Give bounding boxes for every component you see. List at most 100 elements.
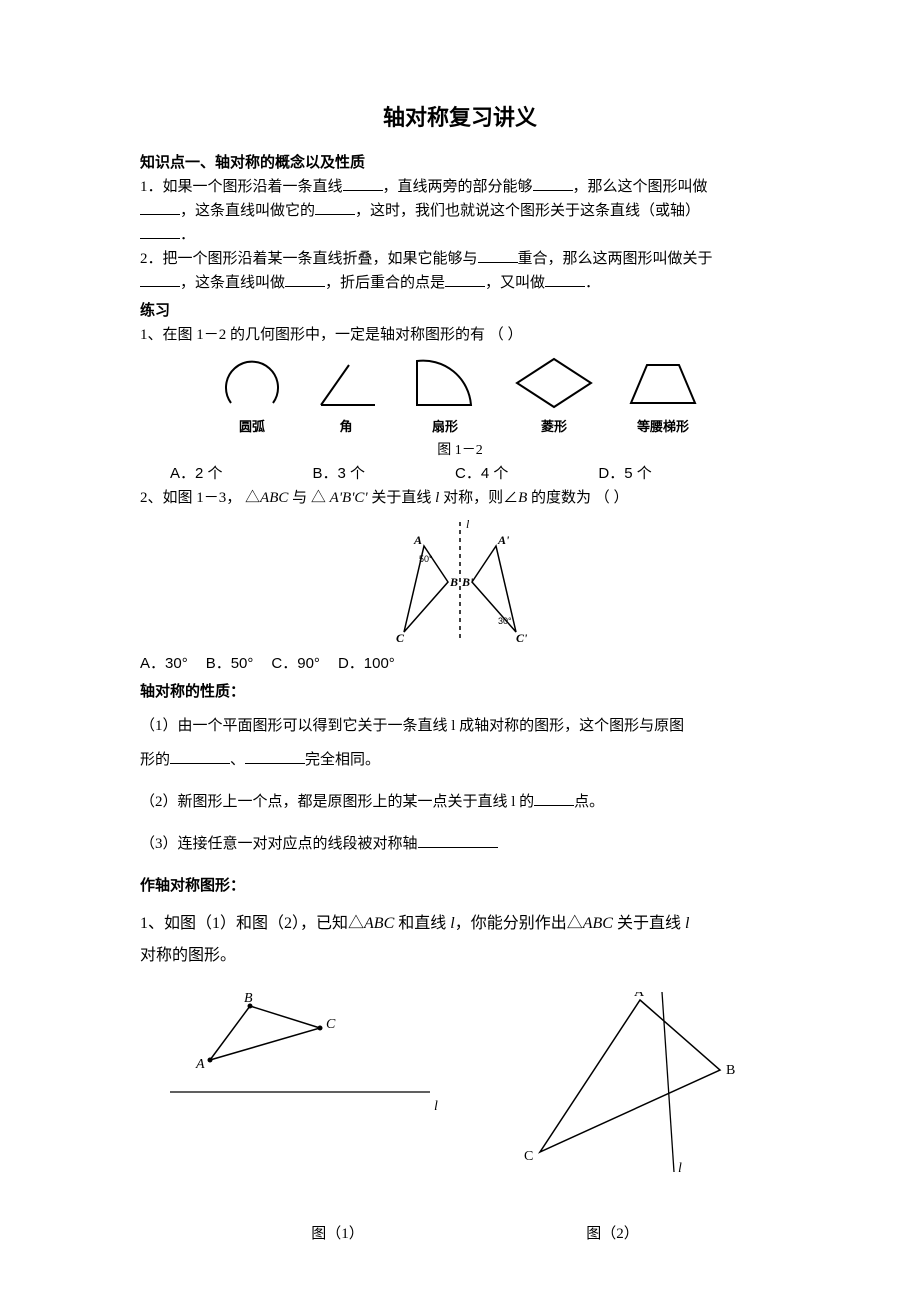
rhombus-label: 菱形 [541,417,567,438]
c1-p2: 和直线 [394,915,450,932]
angle-label: 角 [339,417,352,438]
prop1-p2: 形的 [140,752,170,768]
q1-p4: ，这条直线叫做它的 [180,203,315,219]
shape-sector: 扇形 [405,353,485,438]
c1-p1: 1、如图（1）和图（2），已知△ [140,915,364,932]
fig1-B: B [244,992,253,1006]
p2-p4: 关于直线 [371,490,435,506]
q2-p5: ，又叫做 [485,275,545,291]
symmetry-svg: l A B C 50° A' B' C' 30° [360,516,560,646]
fig2-l: l [678,1161,682,1176]
blank [534,791,574,806]
opt2-c: C．90° [271,652,320,676]
construct-heading: 作轴对称图形： [140,874,780,898]
blank [533,176,573,191]
rhombus-icon [509,353,599,413]
prop1-p4: 完全相同。 [305,752,380,768]
prop1: （1）由一个平面图形可以得到它关于一条直线 l 成轴对称的图形，这个图形与原图 [140,714,780,738]
q2-text: 2．把一个图形沿着某一条直线折叠，如果它能够与重合，那么这两图形叫做关于 ，这条… [140,247,780,295]
shape-rhombus: 菱形 [509,353,599,438]
prop2-p2: 点。 [574,794,604,810]
prop3-p1: （3）连接任意一对对应点的线段被对称轴 [140,836,418,852]
shape-angle: 角 [311,353,381,438]
page-title: 轴对称复习讲义 [140,100,780,135]
q1-p3: ，那么这个图形叫做 [573,179,708,195]
c1-abc2: ABC [583,915,613,932]
q2-p3: ，这条直线叫做 [180,275,285,291]
prop1b: 形的 、 完全相同。 [140,748,780,772]
opt-c: C．4 个 [455,462,508,486]
sym-C2: C' [516,631,528,645]
q2-p4: ，折后重合的点是 [325,275,445,291]
p2-p5: 对称，则∠ [443,490,518,506]
blank [445,272,485,287]
prop2-p1: （2）新图形上一个点，都是原图形上的某一点关于直线 l 的 [140,794,534,810]
sym-A2: A' [497,533,510,547]
opt-d: D．5 个 [598,462,651,486]
opt-b: B．3 个 [313,462,366,486]
fig2-B: B [726,1063,735,1078]
blank [418,833,498,848]
opt2-d: D．100° [338,652,395,676]
fig1-2-caption: 图 1－2 [140,440,780,462]
fig2-caption: 图（2） [586,1222,639,1246]
prop3: （3）连接任意一对对应点的线段被对称轴 [140,832,780,856]
sym-30: 30° [498,616,512,626]
fig1-caption: 图（1） [311,1222,364,1246]
sym-B2: B' [461,575,474,589]
practice1-text: 1、在图 1－2 的几何图形中，一定是轴对称图形的有 （ ） [140,323,780,347]
prop1-p1: （1）由一个平面图形可以得到它关于一条直线 l 成轴对称的图形，这个图形与原图 [140,718,684,734]
q2-p6: ． [585,275,600,291]
c1-p3: ，你能分别作出△ [455,915,583,932]
blank [545,272,585,287]
practice2-text: 2、如图 1－3， △ABC 与 △ A'B'C' 关于直线 l 对称，则∠B … [140,486,780,510]
trapezoid-label: 等腰梯形 [637,417,689,438]
practice-heading: 练习 [140,299,780,323]
props-heading: 轴对称的性质： [140,680,780,704]
p2-p1: 2、如图 1－3， [140,490,241,506]
p2-B: B [518,490,527,506]
fig2-A: A [634,992,645,1000]
q2-p1: 2．把一个图形沿着某一条直线折叠，如果它能够与 [140,251,478,267]
q1-p6: ． [180,227,195,243]
c1-p5: 对称的图形。 [140,947,236,964]
opt2-a: A．30° [140,652,188,676]
blank [285,272,325,287]
figure1-svg: A B C l [150,992,450,1162]
blank [343,176,383,191]
sector-icon [405,353,485,413]
section1-heading: 知识点一、轴对称的概念以及性质 [140,151,780,175]
shapes-row: 圆弧 角 扇形 菱形 等腰梯形 [140,353,780,438]
sym-50: 50° [419,554,433,564]
fig-captions: 图（1） 图（2） [140,1222,780,1246]
sym-B: B [449,575,458,589]
fig1-C: C [326,1017,336,1032]
q1-p1: 1．如果一个图形沿着一条直线 [140,179,343,195]
p2-tri: △ [245,490,260,506]
two-figures: A B C l A B C l [140,992,780,1182]
fig1-A: A [195,1057,205,1072]
prop1-p3: 、 [230,752,245,768]
options-1: A．2 个 B．3 个 C．4 个 D．5 个 [140,462,780,486]
blank [478,248,518,263]
blank [140,272,180,287]
blank [170,749,230,764]
p2-tri2: △ [311,490,330,506]
options-2: A．30° B．50° C．90° D．100° [140,652,780,676]
fig2-C: C [524,1149,533,1164]
q1-p5: ，这时，我们也就说这个图形关于这条直线（或轴） [355,203,700,219]
arc-icon [217,353,287,413]
fig1-l: l [434,1099,438,1114]
angle-icon [311,353,381,413]
opt-a: A．2 个 [170,462,223,486]
opt2-b: B．50° [206,652,254,676]
sector-label: 扇形 [432,417,458,438]
trapezoid-icon [623,353,703,413]
shape-arc: 圆弧 [217,353,287,438]
p2-p3: 与 [292,490,307,506]
sym-A: A [413,533,422,547]
blank [140,224,180,239]
p2-l: l [435,490,439,506]
blank [315,200,355,215]
symmetry-figure: l A B C 50° A' B' C' 30° [140,516,780,646]
